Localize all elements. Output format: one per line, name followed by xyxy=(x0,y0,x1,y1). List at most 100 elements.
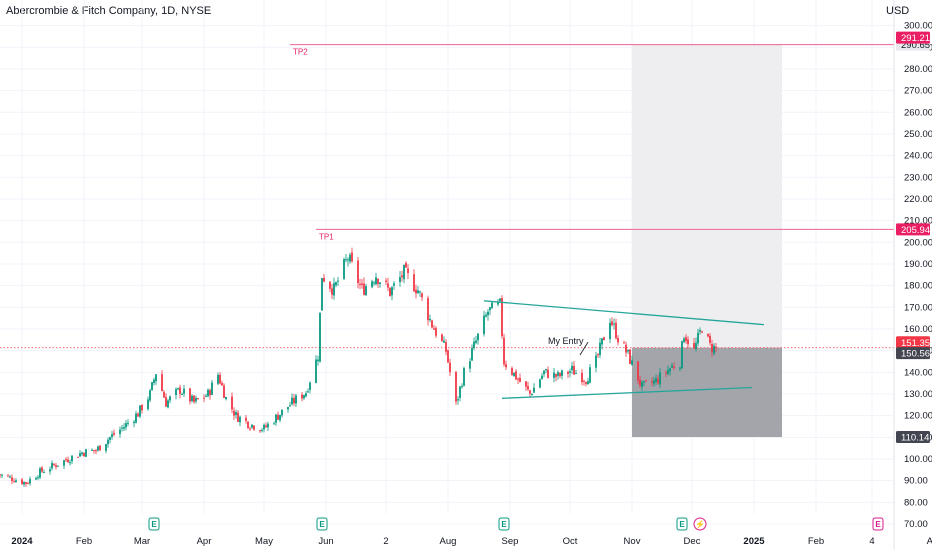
candle-body xyxy=(645,380,647,382)
candle-body xyxy=(207,389,209,397)
candle-body xyxy=(77,456,79,458)
candle-body xyxy=(575,373,577,375)
trendlines[interactable] xyxy=(483,300,765,399)
event-badge xyxy=(316,517,328,531)
price-tick-label: 230.00 xyxy=(904,172,932,183)
candle-body xyxy=(379,282,381,285)
candle-body xyxy=(351,252,353,262)
candle-body xyxy=(543,370,545,375)
time-tick-label: Feb xyxy=(808,536,824,547)
price-tick-label: 240.00 xyxy=(904,151,932,162)
candle-body xyxy=(533,387,535,393)
candle-body xyxy=(183,388,185,394)
candle-body xyxy=(405,262,407,268)
candle-body xyxy=(343,259,345,279)
candle-body xyxy=(501,298,503,337)
candle-body xyxy=(139,405,141,417)
candle-body xyxy=(459,386,461,398)
candle-body xyxy=(553,372,555,378)
candle-body xyxy=(387,283,389,288)
candle-body xyxy=(251,424,253,428)
candle-body xyxy=(219,374,221,384)
candle-body xyxy=(421,293,423,298)
target-zone xyxy=(632,44,782,348)
candle-body xyxy=(475,340,477,343)
entry-annotation: My Entry xyxy=(548,336,584,346)
candle-body xyxy=(623,342,625,344)
candle-body xyxy=(503,337,505,365)
candle-body xyxy=(541,375,543,379)
event-badge xyxy=(498,517,510,531)
candle-body xyxy=(147,399,149,410)
candle-body xyxy=(335,282,337,286)
price-tick-label: 180.00 xyxy=(904,281,932,292)
time-tick-label: 2025 xyxy=(743,536,765,547)
candle-body xyxy=(65,459,67,461)
candle-body xyxy=(275,414,277,423)
candle-body xyxy=(67,459,69,463)
time-axis[interactable]: 2024 Feb Mar Apr May Jun 2 Aug Sep Oct Nov Dec 2025 F… xyxy=(11,536,932,547)
candle-body xyxy=(681,341,683,369)
candle-body xyxy=(497,301,499,305)
stop-price-tag: 110.14 xyxy=(896,431,930,444)
candle-body xyxy=(323,277,325,282)
candle-body xyxy=(445,342,447,352)
price-tick-label: 210.00 xyxy=(904,216,932,227)
candle-body xyxy=(141,404,143,411)
tag-bg xyxy=(896,31,930,44)
candle-body xyxy=(401,275,403,278)
candle-body xyxy=(277,414,279,420)
candle-body xyxy=(123,427,125,429)
currency-label[interactable]: USD xyxy=(886,5,910,17)
candle-body xyxy=(625,344,627,353)
candle-body xyxy=(399,277,401,283)
candle-body xyxy=(599,342,601,356)
tag-text: 205.94 xyxy=(901,225,930,236)
candle-body xyxy=(513,372,515,376)
time-tick-label: Aug xyxy=(440,536,457,547)
candle-body xyxy=(587,381,589,385)
candle-body xyxy=(149,390,151,401)
candle-body xyxy=(217,374,219,384)
candle-body xyxy=(433,328,435,330)
candle-body xyxy=(51,462,53,469)
candle-body xyxy=(707,334,709,337)
candle-body xyxy=(597,354,599,356)
candle-body xyxy=(191,395,193,402)
price-axis[interactable]: 70.0080.0090.00100.00110.00120.00130.001… xyxy=(904,21,932,530)
event-badge xyxy=(148,517,160,531)
candle-body xyxy=(99,445,101,451)
candle-body xyxy=(529,390,531,394)
candle-body xyxy=(235,412,237,415)
candle-body xyxy=(153,379,155,384)
candle-body xyxy=(571,365,573,371)
candle-body xyxy=(39,468,41,478)
candle-body xyxy=(193,395,195,403)
candle-body xyxy=(237,412,239,422)
candle-body xyxy=(443,340,445,343)
tag-text: 291.21 xyxy=(901,33,930,44)
candle-body xyxy=(415,289,417,294)
candle-body xyxy=(363,283,365,295)
event-glyph: E xyxy=(875,520,881,529)
candle-body xyxy=(223,385,225,398)
time-tick-label: Apr xyxy=(197,536,212,547)
candle-body xyxy=(671,365,673,368)
candle-body xyxy=(133,421,135,424)
candle-body xyxy=(665,372,667,374)
candle-body xyxy=(581,372,583,383)
candle-body xyxy=(499,298,501,301)
tag-bg xyxy=(896,431,930,444)
candle-body xyxy=(349,254,351,262)
tag-bg xyxy=(896,347,930,360)
candle-body xyxy=(519,377,521,382)
candle-body xyxy=(699,330,701,332)
candle-body xyxy=(517,378,519,380)
event-badge xyxy=(676,517,688,531)
candle-body xyxy=(15,480,17,482)
candle-body xyxy=(261,429,263,431)
candle-body xyxy=(57,465,59,467)
candle-body xyxy=(111,434,113,438)
